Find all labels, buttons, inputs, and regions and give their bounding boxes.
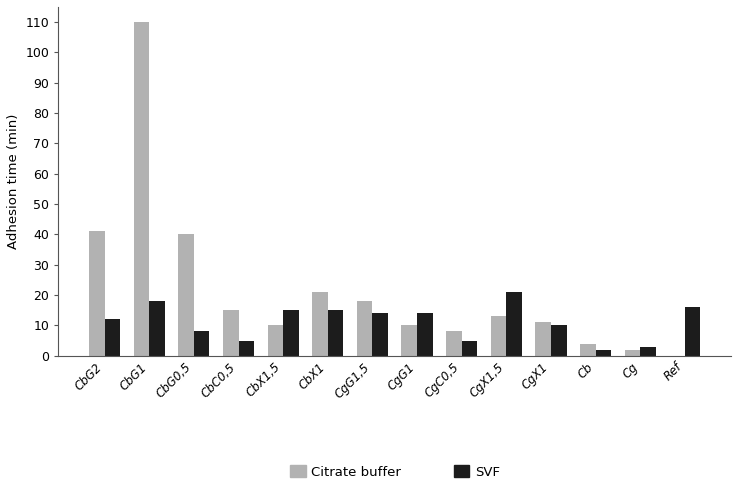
Bar — [462, 340, 477, 356]
Bar — [551, 326, 567, 356]
Bar — [134, 22, 149, 356]
Bar — [596, 350, 611, 356]
Bar — [283, 310, 299, 356]
Bar — [624, 350, 641, 356]
Bar — [491, 316, 506, 356]
Bar — [223, 310, 238, 356]
Bar — [373, 313, 388, 356]
Bar — [312, 292, 328, 356]
Bar — [580, 343, 596, 356]
Bar — [328, 310, 343, 356]
Y-axis label: Adhesion time (min): Adhesion time (min) — [7, 114, 20, 249]
Bar — [356, 301, 373, 356]
Bar — [401, 326, 417, 356]
Bar — [238, 340, 254, 356]
Bar — [267, 326, 283, 356]
Bar — [149, 301, 165, 356]
Bar — [446, 331, 462, 356]
Bar — [105, 319, 120, 356]
Bar — [535, 322, 551, 356]
Bar — [89, 231, 105, 356]
Bar — [685, 307, 700, 356]
Bar — [417, 313, 432, 356]
Bar — [194, 331, 210, 356]
Legend: Citrate buffer, SVF: Citrate buffer, SVF — [285, 460, 505, 484]
Bar — [641, 347, 656, 356]
Bar — [506, 292, 522, 356]
Bar — [179, 234, 194, 356]
